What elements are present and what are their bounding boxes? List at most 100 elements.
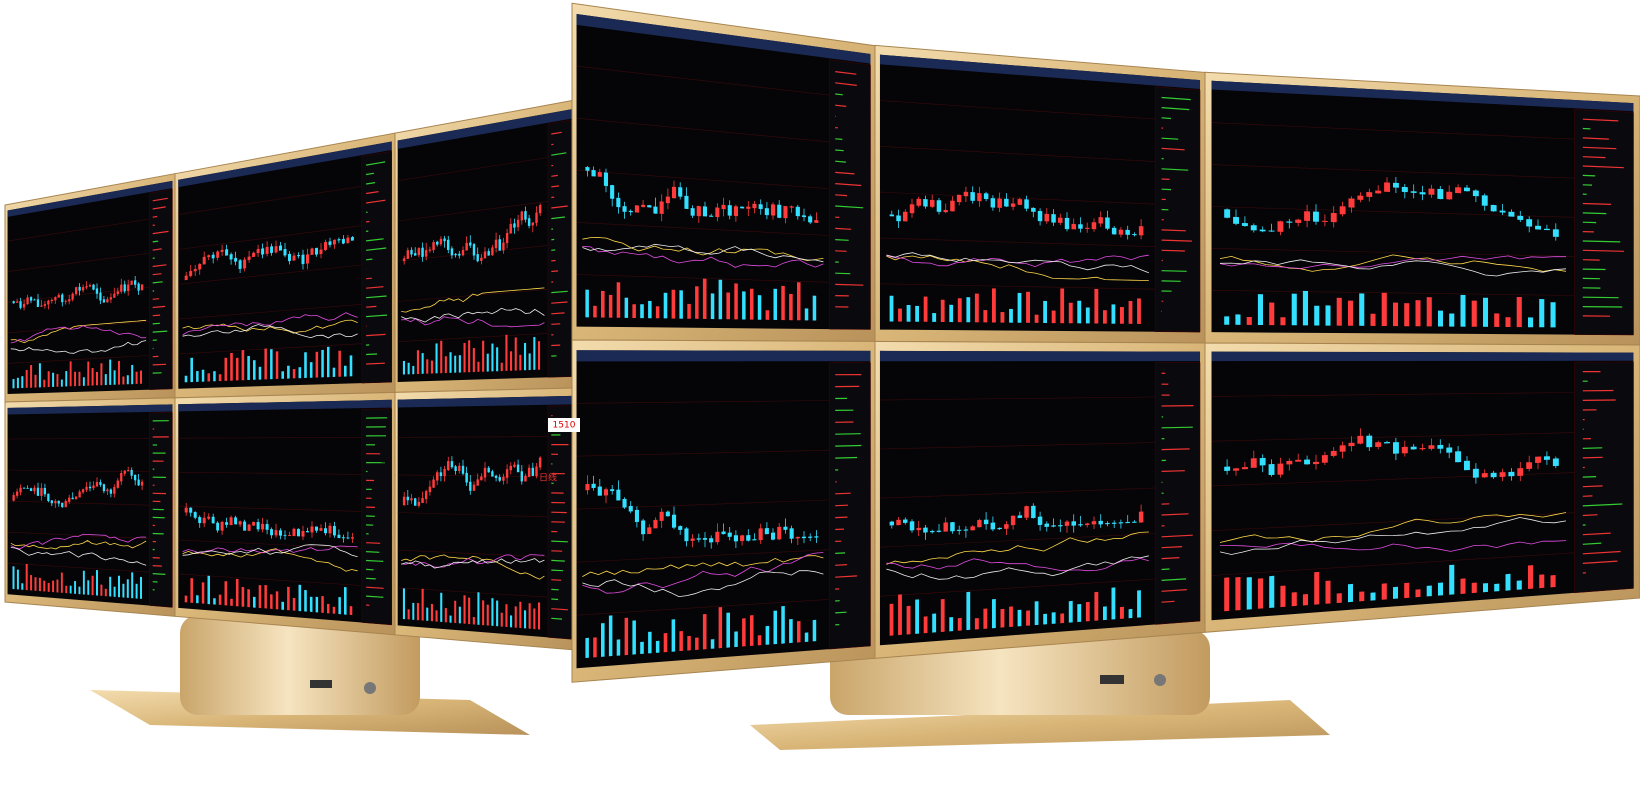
grid (178, 437, 362, 439)
candle (102, 484, 106, 492)
volume-bar (510, 351, 513, 371)
candle (1544, 456, 1550, 460)
candle (130, 470, 133, 476)
volume-bar (69, 361, 72, 387)
candle (123, 284, 126, 292)
candle (410, 498, 413, 501)
volume-bar (304, 352, 307, 378)
candle (1017, 199, 1023, 205)
volume-bar (140, 370, 142, 384)
quote-row (835, 171, 855, 175)
volume-bar (1494, 313, 1500, 327)
candle (963, 191, 969, 197)
volume-bar (332, 606, 336, 614)
quote-row (152, 573, 166, 575)
candle (265, 524, 269, 530)
quote-row (366, 277, 372, 280)
volume-bar (34, 577, 37, 591)
indicator-line (10, 533, 147, 550)
candle (43, 304, 46, 306)
candle (198, 517, 202, 524)
volume-bar (435, 343, 438, 374)
volume-bar (131, 364, 134, 385)
candle (1552, 458, 1559, 467)
candle (740, 535, 745, 542)
volume-bar (966, 591, 971, 631)
candle (1051, 214, 1056, 223)
monitor (1204, 342, 1640, 633)
candle (1250, 458, 1257, 468)
volume-bar (695, 286, 699, 319)
grid (397, 201, 548, 222)
volume-bar (718, 607, 723, 649)
volume-bar (118, 575, 120, 598)
candle (71, 497, 74, 500)
quote-row (1582, 146, 1617, 150)
quote-row (1582, 485, 1603, 488)
grid (178, 343, 362, 355)
candle (480, 257, 483, 261)
candle (113, 487, 116, 494)
volume-bar (671, 289, 676, 319)
candle (1277, 463, 1284, 475)
grid (576, 400, 830, 404)
candle (696, 538, 701, 540)
candle (498, 239, 501, 251)
candle (297, 528, 300, 537)
candle (983, 193, 989, 200)
candle (771, 532, 776, 540)
volume-bar (1460, 578, 1466, 594)
quote-row (551, 131, 562, 135)
volume-bar (56, 579, 59, 593)
volume-bar (655, 306, 660, 319)
volume-bar (140, 576, 142, 599)
candle (1313, 211, 1319, 222)
volume-bar (616, 282, 621, 318)
volume-bar (624, 297, 629, 318)
candle (50, 299, 53, 302)
quote-row (1161, 513, 1189, 516)
volume-bar (491, 343, 494, 372)
candle (1071, 223, 1076, 230)
volume-bar (1393, 586, 1398, 599)
candle (306, 254, 309, 264)
quote-row (366, 595, 384, 598)
volume-bar (104, 374, 107, 386)
volume-bar (1404, 582, 1410, 599)
candle (494, 239, 498, 249)
quote-row (1161, 426, 1193, 429)
quote-row (1582, 240, 1621, 243)
volume-bar (82, 377, 85, 386)
volume-bar (327, 603, 330, 614)
quote-row (152, 215, 158, 218)
volume-bar (983, 310, 988, 323)
candle (99, 292, 102, 301)
title-bar (7, 404, 173, 415)
volume-bar (235, 578, 239, 607)
grid (576, 274, 830, 283)
side-panel (361, 150, 392, 384)
volume-bar (1043, 613, 1047, 625)
candle (1366, 192, 1373, 197)
candle (261, 248, 265, 255)
quote-row (1582, 174, 1596, 177)
price-tag: 1510 (553, 421, 576, 431)
candle (585, 483, 590, 491)
volume-bar (1137, 590, 1141, 618)
candle (211, 516, 215, 524)
candle (783, 205, 788, 219)
indicator-line (182, 312, 358, 336)
candle (193, 512, 197, 518)
candle (531, 222, 534, 226)
indicator-line (1219, 259, 1567, 277)
volume-bar (449, 352, 452, 373)
candle (1098, 217, 1103, 224)
candle (909, 204, 915, 214)
quote-row (551, 185, 559, 188)
volume-bar (1000, 312, 1005, 323)
volume-bar (906, 305, 911, 322)
volume-bar (992, 599, 996, 629)
volume-bar (69, 585, 72, 594)
quote-row (835, 516, 848, 519)
grid (576, 170, 830, 189)
